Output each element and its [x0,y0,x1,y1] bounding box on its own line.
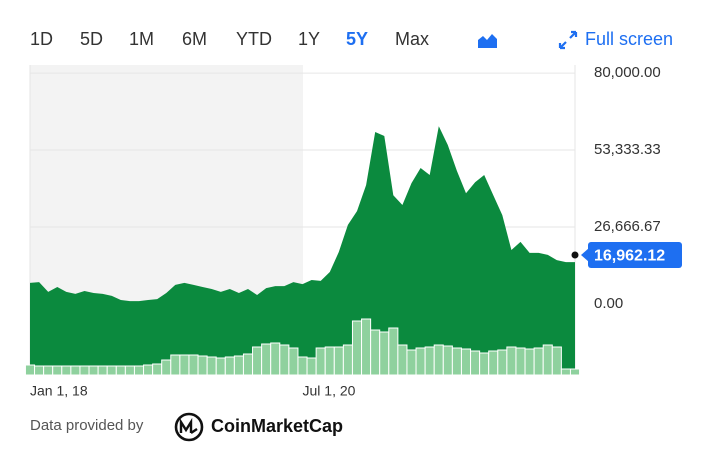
volume-bar [52,365,63,376]
volume-bar [388,327,399,376]
volume-bar [524,348,535,376]
x-tick-label: Jan 1, 18 [30,383,88,399]
range-button[interactable]: 5Y [346,29,368,49]
volume-bar [451,347,462,376]
volume-bar [242,353,254,376]
range-button[interactable]: YTD [236,29,272,49]
range-button[interactable]: 5D [80,29,103,49]
volume-bar [533,347,544,376]
volume-bar [370,329,381,376]
volume-bar [97,365,108,376]
last-price-label: 16,962.12 [594,247,665,264]
y-tick-label: 53,333.33 [594,141,661,158]
volume-bar [61,365,72,376]
chart-type-icon[interactable] [478,34,497,48]
range-button[interactable]: 1D [30,29,53,49]
volume-bar [433,344,444,376]
volume-bar [324,346,335,376]
volume-bar [170,354,181,376]
provided-by: Data provided by [30,417,144,434]
volume-bar [315,347,326,376]
plot: Jan 1, 18 Jul 1, 20 16,962.12 [24,126,682,399]
volume-bar [215,357,226,376]
volume-bar [406,349,417,376]
volume-bar [206,356,217,376]
volume-bar [224,356,235,376]
volume-bar [333,346,344,376]
y-tick-label: 26,666.67 [594,218,661,235]
volume-bar [179,354,190,376]
x-tick-label: Jul 1, 20 [303,383,356,399]
y-tick-label: 0.00 [594,295,623,312]
volume-bar [342,344,353,376]
volume-bar [288,347,299,376]
volume-bar [79,365,90,376]
volume-bar [569,368,581,376]
full-screen-button[interactable]: Full screen [558,29,673,50]
volume-bar [506,346,517,376]
volume-bar [497,349,508,376]
volume-bar [252,346,263,376]
volume-bar [515,347,526,376]
provider-name: CoinMarketCap [211,416,343,436]
volume-bar [34,365,45,376]
volume-bar [397,344,408,376]
volume-bar [70,365,81,376]
volume-bar [24,364,36,376]
volume-bar [424,346,435,376]
range-button[interactable]: 6M [182,29,207,49]
provider-logo: CoinMarketCap [174,412,343,442]
y-tick-label: 80,000.00 [594,64,661,81]
volume-bar [115,365,126,376]
volume-bar [479,352,490,376]
volume-bar [152,363,163,376]
volume-bar [270,342,281,376]
volume-bar [161,359,172,376]
volume-bar [560,368,571,376]
full-screen-label[interactable]: Full screen [585,29,673,49]
volume-bar [306,357,317,376]
last-price-badge [588,242,682,269]
volume-bar [133,365,145,376]
volume-bar [551,346,562,376]
volume-bar [470,350,481,376]
volume-bar [279,344,290,376]
volume-bar [460,348,472,376]
volume-bar [197,355,208,376]
volume-bar [106,365,117,376]
volume-bar [233,355,244,376]
volume-bar [124,365,135,376]
volume-bar [488,350,499,376]
volume-bar [361,318,372,376]
last-price-pointer [581,248,589,263]
volume-bar [43,365,54,376]
last-price-dot [571,251,579,259]
volume-bar [442,345,453,376]
volume-bar [297,356,308,376]
volume-bar [88,365,99,376]
range-button[interactable]: 1M [129,29,154,49]
volume-bar [379,331,390,376]
range-button[interactable]: Max [395,29,429,49]
volume-bar [188,354,199,376]
volume-bar [351,320,363,376]
range-buttons: 1D 5D 1M 6M YTD 1Y 5Y Max [30,29,429,49]
volume-bar [542,344,553,376]
volume-bar [261,343,272,376]
volume-bar [143,364,154,376]
price-area [30,126,575,375]
range-button[interactable]: 1Y [298,29,320,49]
volume-bar [415,347,426,376]
